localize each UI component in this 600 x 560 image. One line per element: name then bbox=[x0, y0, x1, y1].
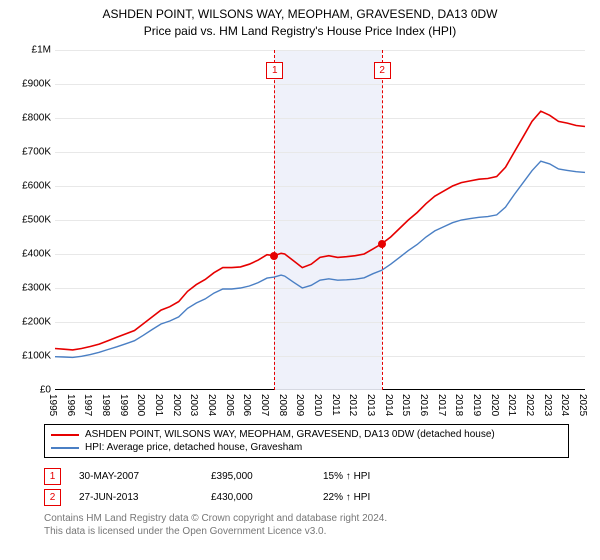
y-tick-label: £200K bbox=[22, 317, 51, 328]
y-tick-label: £600K bbox=[22, 181, 51, 192]
legend-item-hpi: HPI: Average price, detached house, Grav… bbox=[51, 441, 562, 454]
x-tick-label: 2016 bbox=[418, 394, 429, 416]
x-tick-label: 2024 bbox=[559, 394, 570, 416]
sale-price-1: £395,000 bbox=[211, 471, 311, 482]
chart-container: ASHDEN POINT, WILSONS WAY, MEOPHAM, GRAV… bbox=[0, 0, 600, 560]
x-tick-label: 2005 bbox=[224, 394, 235, 416]
attribution-block: Contains HM Land Registry data © Crown c… bbox=[44, 512, 569, 538]
x-tick-label: 2012 bbox=[347, 394, 358, 416]
x-tick-label: 2002 bbox=[171, 394, 182, 416]
x-tick-label: 2007 bbox=[259, 394, 270, 416]
x-tick-label: 2010 bbox=[312, 394, 323, 416]
sale-badge-1: 1 bbox=[44, 468, 61, 485]
y-tick-label: £300K bbox=[22, 283, 51, 294]
x-tick-label: 2021 bbox=[506, 394, 517, 416]
title-line-1: ASHDEN POINT, WILSONS WAY, MEOPHAM, GRAV… bbox=[0, 6, 600, 23]
x-tick-label: 2023 bbox=[542, 394, 553, 416]
y-tick-label: £700K bbox=[22, 147, 51, 158]
x-tick-label: 2018 bbox=[453, 394, 464, 416]
series-line-property bbox=[55, 111, 585, 350]
title-line-2: Price paid vs. HM Land Registry's House … bbox=[0, 23, 600, 40]
y-tick-label: £100K bbox=[22, 351, 51, 362]
sale-diff-2: 22% ↑ HPI bbox=[323, 492, 443, 503]
attribution-line-2: This data is licensed under the Open Gov… bbox=[44, 525, 569, 538]
x-tick-label: 2011 bbox=[330, 394, 341, 416]
x-tick-label: 2022 bbox=[524, 394, 535, 416]
legend-label-hpi: HPI: Average price, detached house, Grav… bbox=[85, 442, 302, 453]
sale-row-2: 2 27-JUN-2013 £430,000 22% ↑ HPI bbox=[44, 487, 569, 508]
y-tick-label: £1M bbox=[32, 45, 51, 56]
y-tick-label: £500K bbox=[22, 215, 51, 226]
y-tick-label: £900K bbox=[22, 79, 51, 90]
x-tick-label: 2015 bbox=[400, 394, 411, 416]
x-tick-label: 2003 bbox=[188, 394, 199, 416]
sale-price-2: £430,000 bbox=[211, 492, 311, 503]
legend-box: ASHDEN POINT, WILSONS WAY, MEOPHAM, GRAV… bbox=[44, 424, 569, 458]
x-tick-label: 2006 bbox=[241, 394, 252, 416]
legend-swatch-hpi bbox=[51, 447, 79, 449]
attribution-line-1: Contains HM Land Registry data © Crown c… bbox=[44, 512, 569, 525]
x-tick-label: 2017 bbox=[436, 394, 447, 416]
legend-item-property: ASHDEN POINT, WILSONS WAY, MEOPHAM, GRAV… bbox=[51, 428, 562, 441]
sale-date-1: 30-MAY-2007 bbox=[79, 471, 199, 482]
x-tick-label: 2000 bbox=[135, 394, 146, 416]
event-marker bbox=[270, 252, 278, 260]
sale-badge-2: 2 bbox=[44, 489, 61, 506]
x-tick-label: 1997 bbox=[82, 394, 93, 416]
sale-date-2: 27-JUN-2013 bbox=[79, 492, 199, 503]
x-tick-label: 2001 bbox=[153, 394, 164, 416]
x-tick-label: 2019 bbox=[471, 394, 482, 416]
x-tick-label: 2013 bbox=[365, 394, 376, 416]
title-block: ASHDEN POINT, WILSONS WAY, MEOPHAM, GRAV… bbox=[0, 0, 600, 40]
x-tick-label: 2008 bbox=[277, 394, 288, 416]
legend-label-property: ASHDEN POINT, WILSONS WAY, MEOPHAM, GRAV… bbox=[85, 429, 495, 440]
x-tick-label: 1995 bbox=[47, 394, 58, 416]
sales-table: 1 30-MAY-2007 £395,000 15% ↑ HPI 2 27-JU… bbox=[44, 466, 569, 508]
sale-diff-1: 15% ↑ HPI bbox=[323, 471, 443, 482]
x-tick-label: 1999 bbox=[118, 394, 129, 416]
series-svg bbox=[55, 50, 585, 390]
x-tick-label: 1998 bbox=[100, 394, 111, 416]
legend-swatch-property bbox=[51, 434, 79, 436]
chart-plot-area: £0£100K£200K£300K£400K£500K£600K£700K£80… bbox=[55, 50, 585, 390]
series-line-hpi bbox=[55, 161, 585, 357]
y-tick-label: £800K bbox=[22, 113, 51, 124]
x-tick-label: 2020 bbox=[489, 394, 500, 416]
x-tick-label: 1996 bbox=[65, 394, 76, 416]
x-tick-label: 2014 bbox=[383, 394, 394, 416]
x-tick-label: 2004 bbox=[206, 394, 217, 416]
y-tick-label: £400K bbox=[22, 249, 51, 260]
x-tick-label: 2025 bbox=[577, 394, 588, 416]
sale-row-1: 1 30-MAY-2007 £395,000 15% ↑ HPI bbox=[44, 466, 569, 487]
event-marker bbox=[378, 240, 386, 248]
x-tick-label: 2009 bbox=[294, 394, 305, 416]
